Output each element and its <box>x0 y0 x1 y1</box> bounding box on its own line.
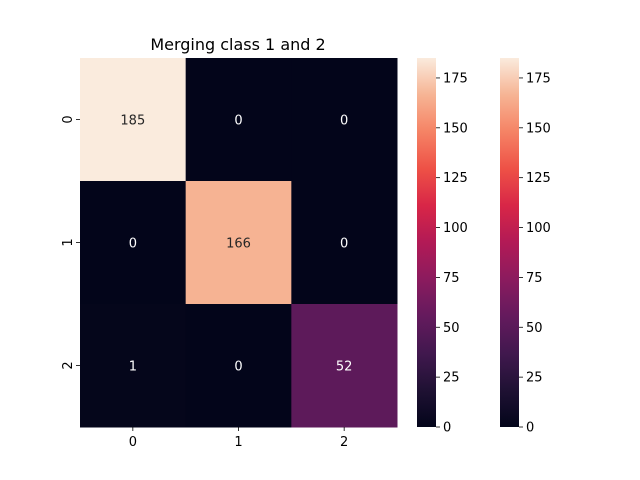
colorbar-1-tick-label-5: 125 <box>526 171 551 186</box>
colorbar-1-tick-label-6: 150 <box>526 121 551 136</box>
colorbar-0-tick-label-3: 75 <box>443 271 460 286</box>
cell-value-label-0-0: 185 <box>120 114 145 129</box>
colorbar-0-tick-label-1: 25 <box>443 371 460 386</box>
colorbar-0-tick-label-6: 150 <box>443 121 468 136</box>
colorbar-0 <box>417 58 436 427</box>
colorbar-1-tick-label-4: 100 <box>526 221 551 236</box>
colorbar-0-tick-label-5: 125 <box>443 171 468 186</box>
cell-value-label-1-0: 0 <box>129 237 137 252</box>
colorbar-1-tick-label-3: 75 <box>526 271 543 286</box>
cell-value-label-1-2: 0 <box>340 237 348 252</box>
cell-value-label-2-2: 52 <box>336 360 353 375</box>
y-tick-label-0: 0 <box>61 115 76 123</box>
colorbar-0-tick-label-7: 175 <box>443 71 468 86</box>
heatmap-cell-2-0 <box>80 304 187 428</box>
cell-value-label-2-0: 1 <box>129 360 137 375</box>
colorbar-1 <box>500 58 519 427</box>
colorbar-1-tick-label-2: 50 <box>526 321 543 336</box>
heatmap-cell-2-1 <box>185 304 292 428</box>
heatmap-cell-0-0 <box>80 58 187 182</box>
cell-value-label-1-1: 166 <box>226 237 251 252</box>
colorbar-0-tick-label-0: 0 <box>443 421 451 436</box>
cell-value-label-2-1: 0 <box>234 360 242 375</box>
y-tick-label-1: 1 <box>61 238 76 246</box>
chart-title: Merging class 1 and 2 <box>150 35 325 54</box>
colorbar-1-tick-label-7: 175 <box>526 71 551 86</box>
colorbar-1-tick-label-0: 0 <box>526 421 534 436</box>
x-tick-label-2: 2 <box>340 435 348 450</box>
heatmap-cell-1-1 <box>185 181 292 305</box>
cell-value-label-0-1: 0 <box>234 114 242 129</box>
cell-value-label-0-2: 0 <box>340 114 348 129</box>
colorbar-1-tick-label-1: 25 <box>526 371 543 386</box>
y-tick-label-2: 2 <box>61 361 76 369</box>
x-tick-label-1: 1 <box>234 435 242 450</box>
heatmap-cell-0-2 <box>291 58 398 182</box>
heatmap-cell-1-2 <box>291 181 398 305</box>
heatmap-cell-0-1 <box>185 58 292 182</box>
colorbar-0-tick-label-4: 100 <box>443 221 468 236</box>
x-tick-label-0: 0 <box>129 435 137 450</box>
heatmap-cell-2-2 <box>291 304 398 428</box>
heatmap-cell-1-0 <box>80 181 187 305</box>
colorbar-0-tick-label-2: 50 <box>443 321 460 336</box>
